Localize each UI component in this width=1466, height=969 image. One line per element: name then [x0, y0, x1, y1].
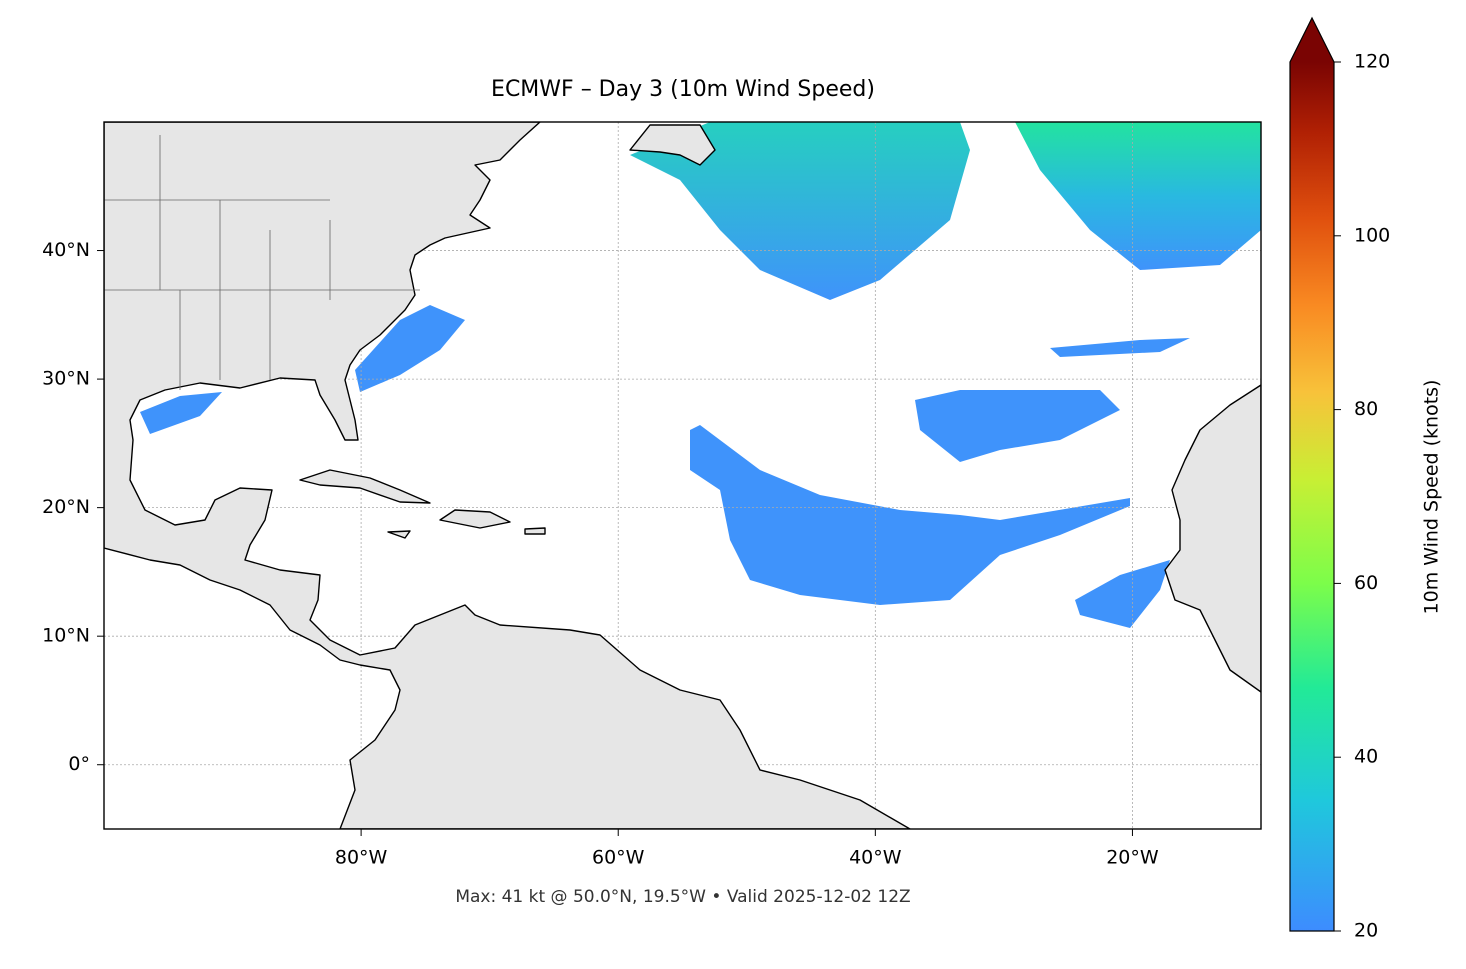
colorbar-label: 10m Wind Speed (knots) — [1421, 380, 1443, 615]
colorbar-tick-label: 40 — [1354, 746, 1378, 768]
map — [104, 122, 1261, 829]
y-tick-label: 0° — [68, 753, 90, 775]
y-tick-label: 10°N — [42, 625, 90, 647]
map-title: ECMWF – Day 3 (10m Wind Speed) — [491, 77, 875, 102]
colorbar-extend — [1290, 18, 1334, 62]
y-tick-label: 30°N — [42, 368, 90, 390]
colorbar-tick-label: 20 — [1354, 920, 1378, 942]
x-tick-label: 40°W — [849, 847, 902, 869]
colorbar — [1290, 62, 1334, 931]
footer: Max: 41 kt @ 50.0°N, 19.5°W • Valid 2025… — [455, 887, 910, 907]
y-tick-label: 20°N — [42, 496, 90, 518]
colorbar-tick-label: 80 — [1354, 398, 1378, 420]
y-tick-label: 40°N — [42, 239, 90, 261]
colorbar-tick-label: 100 — [1354, 224, 1390, 246]
colorbar-tick-label: 120 — [1354, 51, 1390, 73]
x-tick-label: 60°W — [592, 847, 645, 869]
x-tick-label: 20°W — [1106, 847, 1159, 869]
puerto-rico — [525, 528, 545, 534]
colorbar-tick-label: 60 — [1354, 572, 1378, 594]
x-tick-label: 80°W — [335, 847, 388, 869]
